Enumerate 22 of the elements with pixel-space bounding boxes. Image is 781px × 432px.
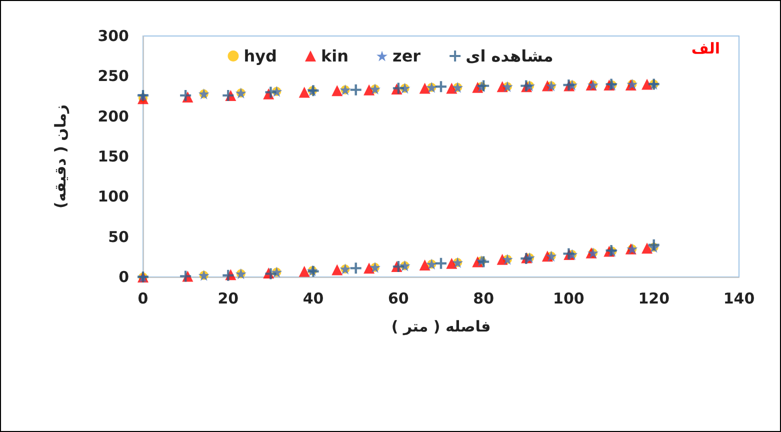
x-tick-label: 60 xyxy=(388,290,409,308)
legend-label: zer xyxy=(392,46,421,66)
x-tick-label: 80 xyxy=(473,290,494,308)
y-tick-label: 100 xyxy=(98,188,129,206)
y-tick-label: 300 xyxy=(98,27,129,45)
x-tick-label: 40 xyxy=(302,290,324,308)
y-axis-title: زمان ( دقیقه) xyxy=(52,104,70,209)
legend-label: مشاهده ای xyxy=(466,46,554,66)
y-tick-label: 200 xyxy=(98,107,129,126)
y-tick-label: 150 xyxy=(98,148,129,166)
x-tick-label: 120 xyxy=(638,290,670,308)
legend-label: hyd xyxy=(244,46,278,66)
y-tick-label: 0 xyxy=(118,268,129,286)
x-axis-title: فاصله ( متر ) xyxy=(391,318,491,336)
y-tick-label: 50 xyxy=(108,228,129,246)
x-tick-label: 20 xyxy=(218,290,239,308)
x-tick-label: 100 xyxy=(553,290,584,308)
y-tick-label: 250 xyxy=(98,67,129,86)
annotation: الف xyxy=(691,40,720,58)
legend-label: kin xyxy=(321,46,349,66)
x-tick-label: 140 xyxy=(723,290,755,308)
x-tick-label: 0 xyxy=(138,290,148,308)
